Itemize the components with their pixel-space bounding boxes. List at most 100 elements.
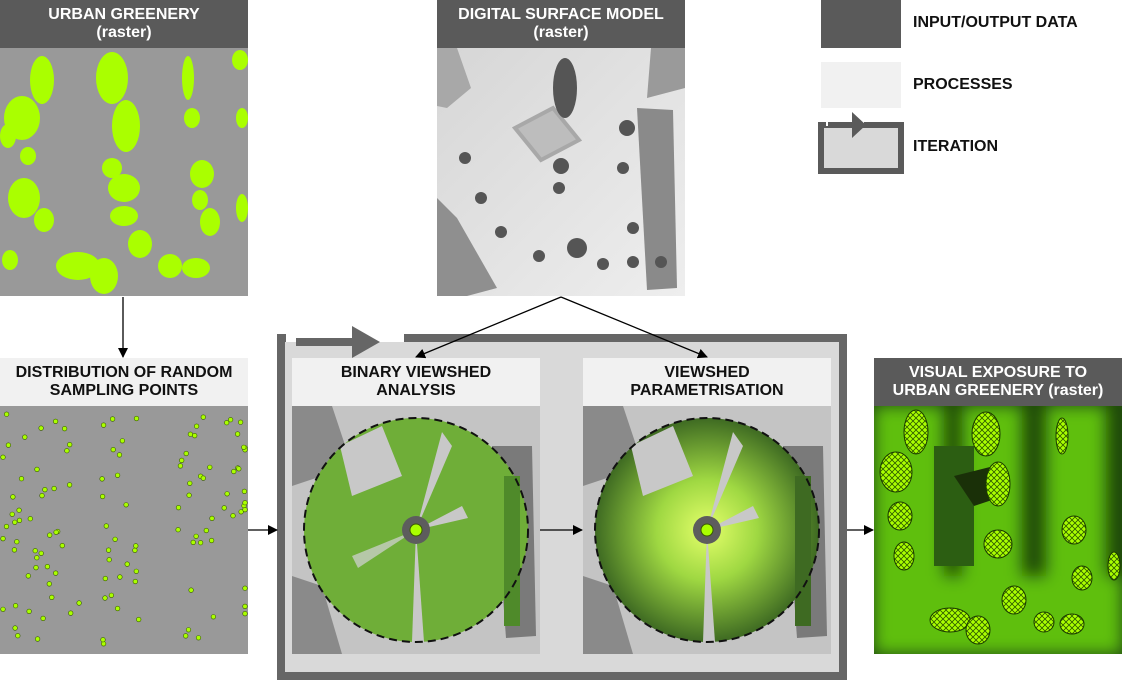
- sampling-point: [100, 422, 107, 428]
- dsm-subtitle: (raster): [533, 24, 589, 41]
- sampling-point: [198, 540, 204, 546]
- sampling-points: [0, 411, 248, 647]
- sampling-point: [179, 457, 185, 464]
- sampling-point: [5, 442, 11, 448]
- sampling-point: [230, 513, 236, 519]
- sampling-point: [102, 595, 108, 601]
- sampling-point: [114, 605, 121, 612]
- sampling-point: [119, 438, 125, 444]
- sampling-point: [38, 425, 44, 431]
- binary-viewshed-header: BINARY VIEWSHED ANALYSIS: [292, 358, 540, 406]
- sampling-point: [195, 635, 202, 641]
- legend-input-output-swatch: [821, 0, 901, 48]
- binary-viewshed-title-line1: BINARY VIEWSHED: [340, 363, 492, 381]
- sampling-point: [183, 633, 189, 639]
- sampling-point: [207, 464, 213, 470]
- sampling-point: [12, 625, 18, 631]
- sampling-point: [241, 444, 247, 450]
- urban-greenery-title: URBAN GREENERY: [48, 5, 200, 23]
- sampling-point: [114, 472, 121, 478]
- sampling-point: [133, 415, 140, 422]
- urban-greenery-raster: [0, 48, 248, 296]
- sampling-point: [44, 564, 51, 570]
- sampling-point: [100, 637, 106, 643]
- legend-iteration-label: ITERATION: [913, 138, 999, 155]
- sampling-point: [117, 574, 123, 580]
- sampling-point: [200, 475, 206, 481]
- sampling-point: [186, 492, 192, 498]
- sampling-point: [183, 450, 189, 457]
- parametrisation-image: [583, 406, 831, 654]
- sampling-point: [46, 581, 52, 587]
- sampling-point: [16, 517, 23, 523]
- sampling-point: [99, 493, 106, 500]
- sampling-point: [32, 548, 38, 554]
- sampling-point: [9, 511, 15, 517]
- parametrisation-header: VIEWSHED PARAMETRISATION: [583, 358, 831, 406]
- sampling-point: [187, 431, 193, 437]
- sampling-point: [209, 537, 215, 544]
- sampling-point: [236, 466, 242, 472]
- sampling-point: [238, 419, 244, 425]
- sampling-point: [210, 614, 216, 620]
- sampling-point: [22, 434, 28, 440]
- sampling-point: [52, 418, 59, 424]
- sampling-point: [242, 500, 248, 506]
- sampling-point: [188, 587, 194, 593]
- sampling-point: [15, 633, 21, 639]
- sampling-title-line2: SAMPLING POINTS: [49, 382, 199, 399]
- visual-exposure-raster: [874, 406, 1122, 654]
- dsm-raster: [437, 48, 685, 296]
- sampling-point: [16, 507, 22, 513]
- sampling-point: [200, 414, 206, 420]
- sampling-point: [12, 519, 18, 525]
- legend-process-label: PROCESSES: [913, 76, 1013, 93]
- sampling-point: [18, 476, 25, 482]
- sampling-point: [0, 536, 6, 542]
- sampling-point: [33, 565, 39, 571]
- sampling-point: [53, 529, 59, 535]
- sampling-point: [68, 610, 74, 616]
- sampling-point: [242, 506, 248, 513]
- sampling-point: [27, 516, 33, 522]
- output-title-line1: VISUAL EXPOSURE TO: [908, 363, 1088, 381]
- sampling-point: [203, 527, 209, 534]
- sampling-point: [209, 515, 215, 521]
- binary-viewshed-title-line2: ANALYSIS: [376, 382, 456, 399]
- sampling-point: [112, 536, 118, 542]
- sampling-point: [175, 504, 182, 511]
- sampling-point: [39, 492, 45, 499]
- sampling-point: [59, 543, 65, 549]
- sampling-point: [13, 603, 19, 609]
- dsm-header: DIGITAL SURFACE MODEL (raster): [437, 0, 685, 48]
- arrow-dsm-to-parametrisation: [560, 296, 708, 359]
- urban-greenery-subtitle: (raster): [96, 24, 152, 41]
- legend-process-swatch: [821, 62, 901, 108]
- sampling-point: [106, 557, 112, 563]
- sampling-point: [61, 426, 68, 432]
- sampling-point: [34, 466, 40, 473]
- sampling-point: [190, 539, 196, 545]
- sampling-point: [47, 532, 53, 538]
- sampling-point: [4, 411, 10, 417]
- sampling-point: [123, 502, 129, 508]
- sampling-point: [133, 568, 139, 574]
- arrow-dsm-to-binary: [415, 296, 562, 359]
- sampling-point: [0, 606, 6, 612]
- dsm-title: DIGITAL SURFACE MODEL: [458, 5, 664, 23]
- sampling-point: [136, 616, 142, 623]
- sampling-point: [49, 594, 55, 600]
- sampling-point: [3, 523, 10, 530]
- output-title-line2: URBAN GREENERY (raster): [892, 382, 1104, 399]
- sampling-point: [242, 603, 248, 609]
- sampling-title-line1: DISTRIBUTION OF RANDOM: [15, 363, 233, 381]
- sampling-header: DISTRIBUTION OF RANDOM SAMPLING POINTS: [0, 358, 248, 406]
- legend-iteration-swatch: [818, 122, 904, 174]
- sampling-point: [175, 527, 181, 533]
- binary-viewshed-image: [292, 406, 540, 654]
- sampling-point: [40, 615, 46, 621]
- sampling-point: [132, 547, 138, 553]
- sampling-point: [76, 600, 82, 606]
- sampling-point: [235, 431, 241, 437]
- sampling-point: [34, 555, 40, 561]
